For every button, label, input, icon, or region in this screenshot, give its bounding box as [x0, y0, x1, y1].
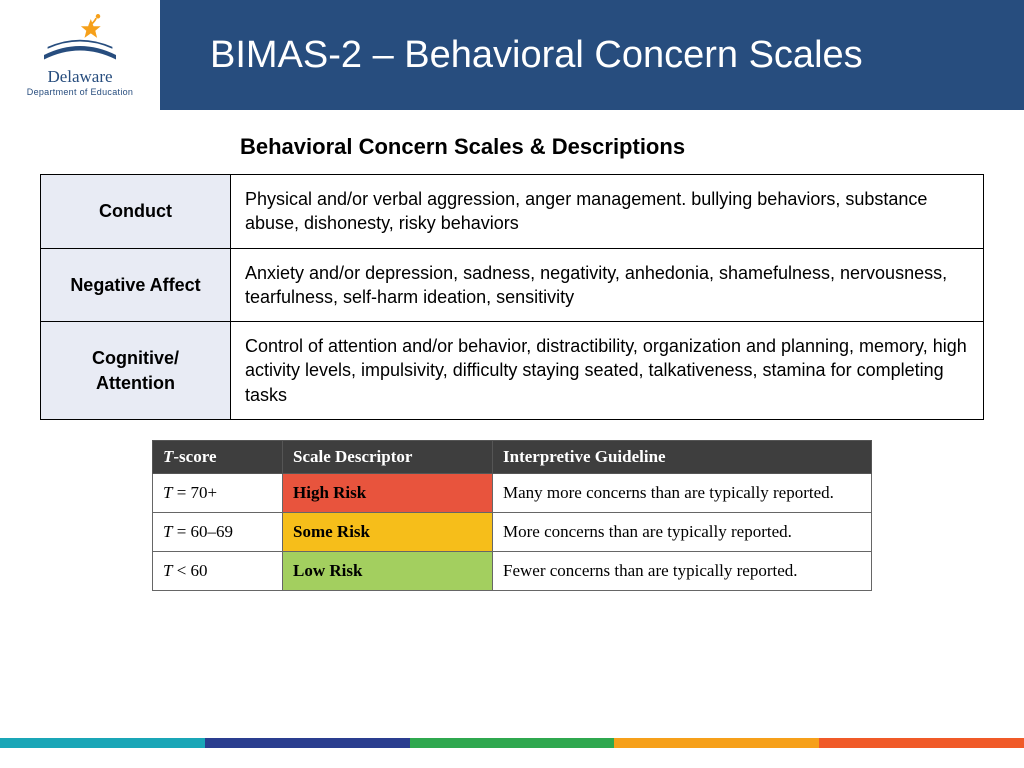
tscore-header-guideline: Interpretive Guideline	[493, 441, 872, 474]
footer-segment	[410, 738, 615, 748]
content-area: Behavioral Concern Scales & Descriptions…	[0, 110, 1024, 591]
scales-table: ConductPhysical and/or verbal aggression…	[40, 174, 984, 420]
tscore-cell-guideline: Fewer concerns than are typically report…	[493, 552, 872, 591]
scales-row: Negative AffectAnxiety and/or depression…	[41, 248, 984, 322]
scales-row-desc: Control of attention and/or behavior, di…	[231, 322, 984, 420]
tscore-header-descriptor: Scale Descriptor	[283, 441, 493, 474]
tscore-cell-guideline: Many more concerns than are typically re…	[493, 474, 872, 513]
footer-segment	[205, 738, 410, 748]
footer-segment	[819, 738, 1024, 748]
header-bar: Delaware Department of Education BIMAS-2…	[0, 0, 1024, 110]
scales-row-label: Conduct	[41, 175, 231, 249]
logo-container: Delaware Department of Education	[0, 0, 160, 110]
tscore-row: T < 60Low RiskFewer concerns than are ty…	[153, 552, 872, 591]
section-subtitle: Behavioral Concern Scales & Descriptions	[240, 134, 984, 160]
tscore-row: T = 60–69Some RiskMore concerns than are…	[153, 513, 872, 552]
delaware-logo-icon	[35, 14, 125, 69]
tscore-row: T = 70+High RiskMany more concerns than …	[153, 474, 872, 513]
scales-row-label: Negative Affect	[41, 248, 231, 322]
tscore-cell-t: T < 60	[153, 552, 283, 591]
tscore-cell-t: T = 60–69	[153, 513, 283, 552]
tscore-header-tscore: T-score	[153, 441, 283, 474]
footer-accent-bar	[0, 738, 1024, 748]
tscore-cell-guideline: More concerns than are typically reporte…	[493, 513, 872, 552]
logo-subtext: Department of Education	[27, 87, 133, 97]
scales-row: Cognitive/ AttentionControl of attention…	[41, 322, 984, 420]
page-title: BIMAS-2 – Behavioral Concern Scales	[210, 34, 863, 77]
scales-row-desc: Anxiety and/or depression, sadness, nega…	[231, 248, 984, 322]
scales-row-label: Cognitive/ Attention	[41, 322, 231, 420]
tscore-cell-t: T = 70+	[153, 474, 283, 513]
tscore-cell-descriptor: Low Risk	[283, 552, 493, 591]
logo-text: Delaware	[47, 67, 112, 87]
footer-segment	[614, 738, 819, 748]
scales-row-desc: Physical and/or verbal aggression, anger…	[231, 175, 984, 249]
tscore-table: T-score Scale Descriptor Interpretive Gu…	[152, 440, 872, 591]
tscore-cell-descriptor: Some Risk	[283, 513, 493, 552]
scales-row: ConductPhysical and/or verbal aggression…	[41, 175, 984, 249]
tscore-cell-descriptor: High Risk	[283, 474, 493, 513]
footer-segment	[0, 738, 205, 748]
